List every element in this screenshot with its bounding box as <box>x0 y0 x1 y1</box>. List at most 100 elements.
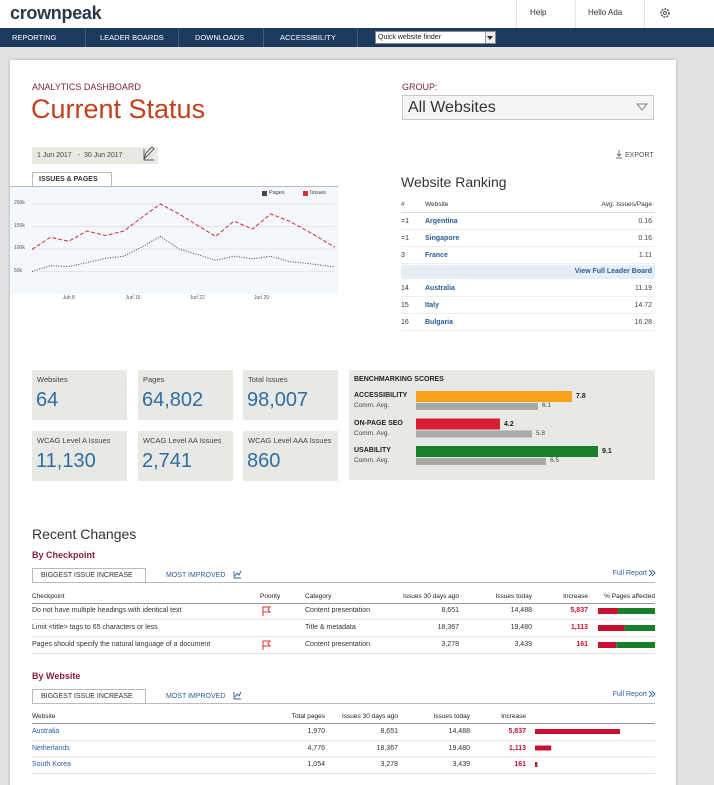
nav-item[interactable]: LEADER BOARDS <box>100 33 164 42</box>
group-select[interactable] <box>402 95 654 120</box>
stat-card <box>243 431 338 481</box>
tab-active[interactable]: BIGGEST ISSUE INCREASE <box>41 693 133 700</box>
increase: 1,113 <box>570 624 588 631</box>
y-tick-label: 50k <box>14 267 23 274</box>
rank-website[interactable]: Singapore <box>425 235 460 242</box>
column-header: Priority <box>260 593 281 600</box>
benchmark-title: BENCHMARKING SCORES <box>354 376 444 383</box>
leader-board-link[interactable]: View Full Leader Board <box>574 268 652 275</box>
date-to: 30 Jun 2017 <box>84 152 123 159</box>
stat-label: WCAG Level A Issues <box>37 436 111 445</box>
benchmark-avg-label: Comm. Avg. <box>354 402 390 409</box>
website-name[interactable]: South Korea <box>32 761 71 768</box>
section-tab[interactable] <box>32 689 146 704</box>
top-bar-divider <box>575 0 576 28</box>
average-label: 6.5 <box>550 457 560 464</box>
increase: 161 <box>514 761 526 768</box>
score-label: 7.8 <box>576 393 586 400</box>
issues-today: 19,480 <box>448 744 470 752</box>
column-header: Checkpoint <box>32 593 65 600</box>
rank-score: 1.11 <box>638 252 652 259</box>
nav-item[interactable]: DOWNLOADS <box>195 33 245 42</box>
rank-cell: =1 <box>401 235 409 242</box>
top-link[interactable]: Hello Ada <box>588 8 623 17</box>
checkpoint-name: Do not have multiple headings with ident… <box>32 607 182 614</box>
tab[interactable]: MOST IMPROVED <box>166 693 226 700</box>
issues-ago: 18,367 <box>376 744 398 752</box>
finder-placeholder: Quick website finder <box>378 34 442 41</box>
stat-card <box>138 431 233 481</box>
issues-today: 14,488 <box>510 607 532 614</box>
rank-score: 16.28 <box>634 319 652 326</box>
benchmark-category: ACCESSIBILITY <box>354 392 408 399</box>
stat-value: 860 <box>247 450 281 472</box>
column-header: % Pages affected <box>604 593 655 600</box>
stat-label: Websites <box>37 375 68 384</box>
eyebrow: ANALYTICS DASHBOARD <box>32 82 141 92</box>
stat-label: WCAG Level AAA Issues <box>248 436 332 445</box>
full-report-link[interactable]: Full Report <box>612 570 647 577</box>
website-name[interactable]: Australia <box>32 728 60 735</box>
total-pages: 1,054 <box>307 761 325 768</box>
full-report-link[interactable]: Full Report <box>612 691 647 698</box>
nav-item[interactable]: REPORTING <box>12 33 57 42</box>
total-pages: 1,970 <box>307 728 325 735</box>
top-bar-divider <box>516 0 517 28</box>
rank-website[interactable]: Australia <box>425 285 455 292</box>
category: Content presentation <box>305 641 370 648</box>
chart-area <box>10 186 338 294</box>
issues-today: 19,480 <box>510 624 532 631</box>
nav-divider <box>357 28 358 47</box>
column-header: Increase <box>563 593 588 600</box>
stat-label: Total Issues <box>248 375 288 384</box>
stat-value: 11,130 <box>36 450 96 472</box>
column-header: Issues 30 days ago <box>341 713 398 720</box>
tab-active[interactable]: BIGGEST ISSUE INCREASE <box>41 572 133 579</box>
rank-website[interactable]: France <box>425 252 448 259</box>
ranking-col: # <box>401 201 405 208</box>
increase: 161 <box>576 641 588 648</box>
x-tick-label: Jun 29 <box>254 295 270 301</box>
top-link[interactable]: Help <box>530 8 547 17</box>
nav-divider <box>178 28 179 47</box>
issues-ago: 8,651 <box>441 607 459 614</box>
rank-website[interactable]: Bulgaria <box>425 319 454 326</box>
rank-website[interactable]: Argentina <box>425 218 458 225</box>
logo: crownpeak <box>10 3 102 23</box>
ranking-title: Website Ranking <box>401 174 507 190</box>
tab[interactable]: MOST IMPROVED <box>166 572 226 579</box>
column-header: Total pages <box>291 713 325 720</box>
column-header: Issues 30 days ago <box>402 593 459 600</box>
column-header: Website <box>32 713 56 720</box>
stat-card <box>32 431 127 481</box>
stat-label: Pages <box>143 375 165 384</box>
nav-divider <box>85 28 86 47</box>
issues-today: 3,439 <box>452 761 470 768</box>
section-tab[interactable] <box>32 568 146 583</box>
issues-today: 14,488 <box>448 728 470 735</box>
nav-item[interactable]: ACCESSIBILITY <box>280 33 336 42</box>
chart-tab-label[interactable]: ISSUES & PAGES <box>39 176 98 183</box>
chart-tab[interactable] <box>32 172 112 187</box>
rank-cell: 15 <box>401 302 409 309</box>
rank-cell: =1 <box>401 218 409 225</box>
export-link[interactable]: EXPORT <box>625 152 654 159</box>
rank-score: 14.72 <box>634 302 652 309</box>
leader-board-row[interactable] <box>401 265 655 279</box>
top-bar-divider <box>644 0 645 28</box>
benchmark-category: ON-PAGE SEO <box>354 419 403 427</box>
section-title: Recent Changes <box>32 526 137 542</box>
benchmark-avg-label: Comm. Avg. <box>354 457 390 464</box>
rank-website[interactable]: Italy <box>425 302 440 309</box>
column-header: Issues today <box>495 593 533 600</box>
finder-select[interactable] <box>375 31 496 44</box>
score-label: 4.2 <box>504 420 514 428</box>
finder-arrow <box>485 32 495 43</box>
rank-cell: 14 <box>401 285 409 292</box>
column-header: Issues today <box>433 713 471 720</box>
stat-card <box>138 370 233 420</box>
issues-ago: 18,367 <box>437 624 459 631</box>
website-name[interactable]: Netherlands <box>32 744 70 752</box>
stat-value: 64,802 <box>142 389 204 411</box>
